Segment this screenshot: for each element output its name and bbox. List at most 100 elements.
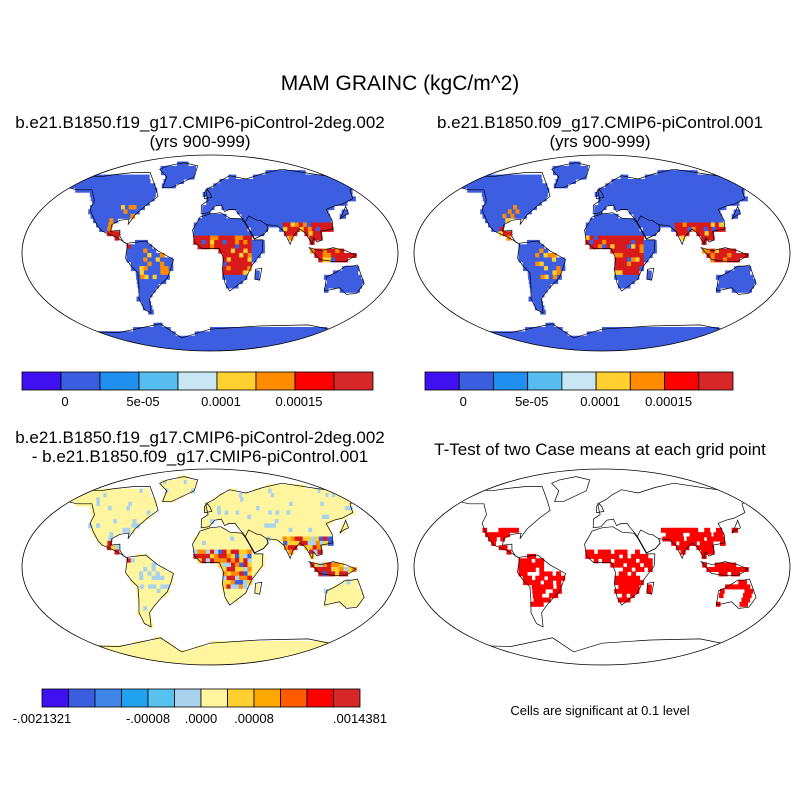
- grid-cell: [265, 187, 271, 193]
- grid-cell: [172, 335, 178, 341]
- grid-cell: [191, 662, 196, 665]
- grid-cell: [107, 501, 112, 507]
- grid-cell: [633, 209, 638, 215]
- grid-cell: [305, 519, 312, 525]
- grid-cell: [263, 205, 269, 211]
- coastline-australia: [715, 578, 757, 609]
- grid-cell: [239, 553, 244, 559]
- grid-cell: [139, 510, 144, 516]
- grid-cell: [156, 588, 162, 594]
- grid-cell: [282, 662, 286, 665]
- grid-cell: [632, 340, 636, 346]
- grid-cell: [324, 205, 331, 211]
- grid-cell: [163, 662, 172, 665]
- grid-cell: [339, 571, 344, 577]
- grid-cell: [126, 244, 132, 250]
- grid-cell: [748, 274, 754, 280]
- grid-cell: [92, 523, 97, 529]
- grid-cell: [197, 231, 203, 237]
- grid-cell: [268, 209, 274, 215]
- grid-cell: [241, 213, 247, 219]
- grid-cell: [293, 205, 300, 211]
- grid-cell: [622, 248, 628, 254]
- grid-cell: [282, 344, 286, 350]
- grid-cell: [543, 253, 549, 258]
- grid-cell: [694, 222, 701, 228]
- ttest-map: [413, 468, 791, 666]
- grid-cell: [96, 222, 101, 228]
- grid-cell: [622, 266, 628, 272]
- grid-cell: [704, 545, 710, 551]
- grid-cell: [660, 340, 664, 346]
- grid-cell: [213, 501, 218, 507]
- grid-cell: [627, 253, 632, 258]
- grid-cell: [685, 348, 688, 351]
- grid-cell: [491, 335, 502, 341]
- grid-cell: [244, 519, 250, 525]
- grid-cell: [684, 327, 689, 332]
- grid-cell: [721, 331, 725, 337]
- grid-cell: [100, 344, 113, 350]
- grid-cell: [648, 344, 652, 350]
- grid-cell: [595, 348, 599, 351]
- grid-cell: [505, 174, 510, 180]
- grid-cell: [618, 253, 624, 258]
- grid-cell: [602, 244, 607, 250]
- grid-cell: [230, 266, 236, 272]
- grid-cell: [634, 226, 640, 232]
- coastline-indonesia: [700, 560, 749, 577]
- grid-cell: [618, 244, 624, 250]
- grid-cell: [108, 536, 113, 542]
- grid-cell: [718, 331, 723, 337]
- grid-cell: [270, 183, 277, 189]
- grid-cell: [328, 335, 332, 341]
- grid-cell: [497, 348, 512, 351]
- grid-cell: [637, 340, 641, 346]
- grid-cell: [706, 248, 712, 254]
- grid-cell: [201, 553, 207, 559]
- grid-cell: [214, 348, 217, 351]
- grid-cell: [525, 192, 530, 197]
- grid-cell: [308, 205, 315, 211]
- grid-cell: [200, 645, 205, 651]
- grid-cell: [253, 213, 259, 219]
- grid-cell: [536, 279, 543, 285]
- grid-cell: [650, 222, 656, 228]
- grid-cell: [743, 253, 749, 258]
- grid-cell: [531, 253, 536, 258]
- grid-cell: [246, 231, 252, 237]
- diff-coastlines: [67, 476, 365, 665]
- colorbar-box: [60, 371, 101, 391]
- grid-cell: [531, 196, 536, 202]
- grid-cell: [665, 183, 672, 189]
- grid-cell: [312, 527, 319, 533]
- grid-cell: [350, 266, 356, 272]
- grid-cell: [283, 209, 290, 215]
- grid-cell: [654, 226, 660, 232]
- grid-cell: [133, 506, 138, 511]
- grid-cell: [306, 645, 310, 651]
- grid-cell: [238, 279, 243, 285]
- grid-cell: [210, 244, 215, 250]
- grid-cell: [701, 235, 707, 241]
- grid-cell: [113, 488, 118, 494]
- grid-cell: [180, 165, 185, 171]
- grid-cell: [248, 335, 252, 341]
- grid-cell: [317, 327, 322, 332]
- grid-cell: [691, 348, 695, 351]
- grid-cell: [253, 527, 259, 533]
- grid-cell: [537, 200, 542, 206]
- grid-cell: [259, 506, 266, 511]
- grid-cell: [98, 510, 103, 516]
- grid-cell: [91, 174, 96, 180]
- colorbar-tick-label: .00008: [234, 711, 274, 726]
- grid-cell: [96, 493, 101, 498]
- grid-cell: [202, 527, 207, 533]
- grid-cell: [114, 187, 119, 193]
- grid-cell: [210, 549, 215, 555]
- grid-cell: [595, 331, 600, 337]
- grid-cell: [586, 331, 591, 337]
- grid-cell: [696, 340, 700, 346]
- grid-cell: [663, 196, 670, 202]
- grid-cell: [192, 335, 197, 341]
